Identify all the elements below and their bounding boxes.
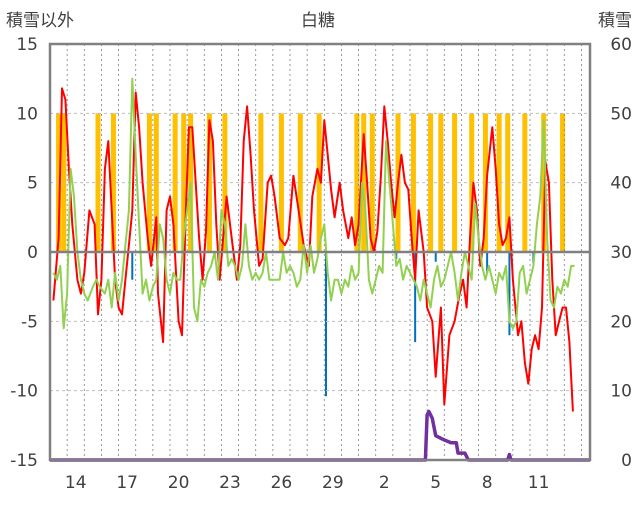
right-axis-label: 積雪: [598, 11, 632, 31]
x-tick-label: 5: [430, 473, 441, 493]
x-tick-label: 20: [168, 473, 190, 493]
x-tick-label: 26: [271, 473, 293, 493]
precipitation-bar: [486, 252, 489, 273]
sunshine-bar: [153, 113, 159, 252]
sunshine-bar: [482, 113, 488, 252]
sunshine-bar: [110, 113, 116, 252]
precipitation-bar: [131, 252, 134, 280]
sunshine-bar: [410, 113, 416, 252]
y-left-tick-label: -5: [21, 312, 38, 332]
y-left-tick-label: -15: [10, 451, 38, 471]
x-tick-label: 23: [219, 473, 241, 493]
x-tick-label: 29: [322, 473, 344, 493]
y-left-tick-label: 15: [16, 35, 38, 55]
sunshine-bar: [278, 113, 284, 252]
y-left-tick-label: 5: [27, 174, 38, 194]
y-right-tick-label: 40: [610, 174, 632, 194]
series-line-snow: [50, 409, 590, 462]
y-left-tick-label: -10: [10, 382, 38, 402]
series-line-max-temp: [52, 87, 574, 412]
x-tick-label: 8: [482, 473, 493, 493]
left-axis-label: 積雪以外: [6, 11, 74, 31]
sunshine-bar: [206, 113, 212, 252]
y-left-tick-label: 0: [27, 243, 38, 263]
precipitation-bars: [131, 252, 535, 397]
sunshine-bar: [172, 113, 178, 252]
y-right-tick-label: 0: [621, 451, 632, 471]
precipitation-bar: [434, 252, 437, 262]
precipitation-bar: [414, 252, 417, 343]
tick-labels: -15 -10 -5 0 5 10 15 0 10 20 30 40 50 60 14 17 20 23 26 29 2…: [10, 35, 632, 493]
plot-frame: [48, 42, 592, 462]
series-line-min-temp: [52, 77, 575, 330]
sunshine-bar: [496, 113, 502, 252]
sunshine-bar: [369, 113, 375, 252]
chart-title: 白糖: [301, 11, 335, 31]
sunshine-bar: [316, 113, 322, 252]
series-lines: [50, 77, 590, 462]
sunshine-bar: [297, 113, 303, 252]
x-tick-label: 11: [528, 473, 550, 493]
precipitation-bar: [508, 252, 511, 336]
axes: [48, 42, 592, 462]
x-tick-label: 2: [379, 473, 390, 493]
x-tick-label: 17: [116, 473, 138, 493]
y-right-tick-label: 50: [610, 104, 632, 124]
y-right-tick-label: 60: [610, 35, 632, 55]
y-right-tick-label: 20: [610, 312, 632, 332]
precipitation-bar: [325, 252, 327, 397]
sunshine-bar: [146, 113, 152, 252]
y-left-tick-label: 10: [16, 104, 38, 124]
y-right-tick-label: 10: [610, 382, 632, 402]
x-tick-label: 14: [65, 473, 87, 493]
y-right-tick-label: 30: [610, 243, 632, 263]
